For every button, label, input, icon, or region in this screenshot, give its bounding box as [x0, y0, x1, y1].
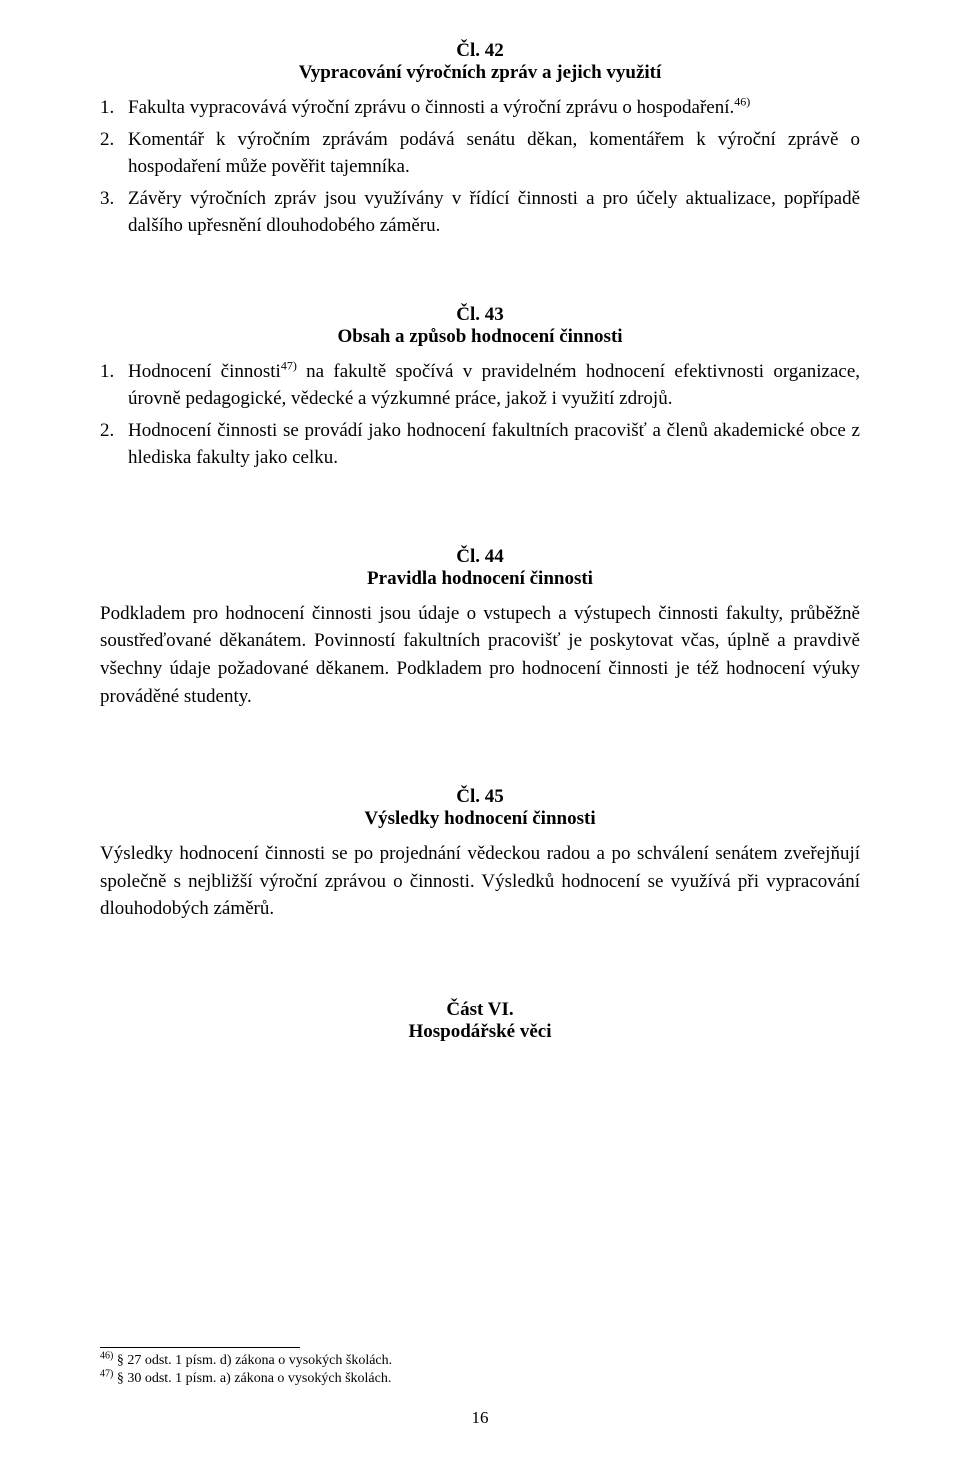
article-44-number: Čl. 44	[100, 546, 860, 568]
item-text-pre: Závěry výročních zpráv jsou využívány v …	[128, 188, 860, 237]
item-text-pre: Komentář k výročním zprávám podává senát…	[128, 129, 860, 178]
footnote-47: 47) § 30 odst. 1 písm. a) zákona o vysok…	[100, 1370, 860, 1388]
list-item: Hodnocení činnosti se provádí jako hodno…	[100, 417, 860, 472]
item-text-pre: Hodnocení činnosti	[128, 361, 281, 382]
article-42-number: Čl. 42	[100, 40, 860, 62]
article-43-list: Hodnocení činnosti47) na fakultě spočívá…	[100, 358, 860, 472]
footnote-sup: 47)	[100, 1368, 113, 1379]
spacer	[100, 716, 860, 786]
article-45-body: Výsledky hodnocení činnosti se po projed…	[100, 840, 860, 923]
article-45-title: Výsledky hodnocení činnosti	[100, 808, 860, 830]
footnote-text: § 30 odst. 1 písm. a) zákona o vysokých …	[113, 1371, 391, 1386]
footnote-ref: 47)	[281, 358, 297, 372]
list-item: Hodnocení činnosti47) na fakultě spočívá…	[100, 358, 860, 413]
page-number: 16	[0, 1408, 960, 1428]
spacer	[100, 244, 860, 304]
part-6-number: Část VI.	[100, 999, 860, 1021]
list-item: Komentář k výročním zprávám podává senát…	[100, 126, 860, 181]
article-42-title: Vypracování výročních zpráv a jejich vyu…	[100, 62, 860, 84]
item-text-pre: Hodnocení činnosti se provádí jako hodno…	[128, 420, 860, 469]
spacer	[100, 476, 860, 546]
footnote-46: 46) § 27 odst. 1 písm. d) zákona o vysok…	[100, 1352, 860, 1370]
list-item: Závěry výročních zpráv jsou využívány v …	[100, 185, 860, 240]
spacer	[100, 929, 860, 999]
item-text-pre: Fakulta vypracovává výroční zprávu o čin…	[128, 97, 734, 118]
article-45-number: Čl. 45	[100, 786, 860, 808]
document-page: Čl. 42 Vypracování výročních zpráv a jej…	[0, 0, 960, 1458]
footnote-rule	[100, 1347, 300, 1348]
footnote-text: § 27 odst. 1 písm. d) zákona o vysokých …	[113, 1353, 392, 1368]
part-6-title: Hospodářské věci	[100, 1021, 860, 1043]
article-44-body: Podkladem pro hodnocení činnosti jsou úd…	[100, 600, 860, 710]
article-44-title: Pravidla hodnocení činnosti	[100, 568, 860, 590]
article-43-title: Obsah a způsob hodnocení činnosti	[100, 326, 860, 348]
list-item: Fakulta vypracovává výroční zprávu o čin…	[100, 94, 860, 122]
footnote-ref: 46)	[734, 95, 750, 109]
article-42-list: Fakulta vypracovává výroční zprávu o čin…	[100, 94, 860, 240]
footnote-sup: 46)	[100, 1350, 113, 1361]
article-43-number: Čl. 43	[100, 304, 860, 326]
footnotes-block: 46) § 27 odst. 1 písm. d) zákona o vysok…	[100, 1347, 860, 1388]
